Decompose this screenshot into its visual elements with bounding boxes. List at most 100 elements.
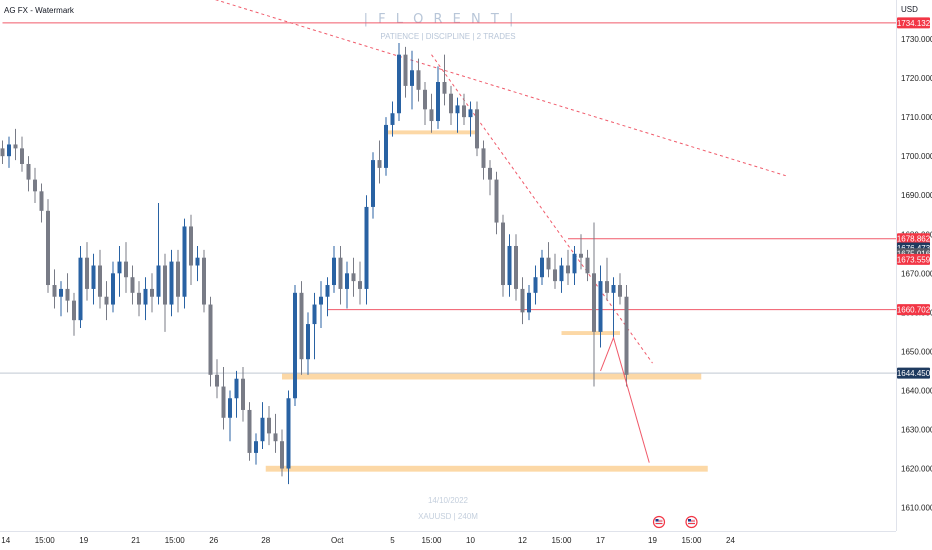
support-zone [282,373,702,380]
candle [397,42,401,122]
candle-body [566,265,570,274]
candle-body [202,257,206,305]
candle [156,203,161,305]
candle-body [78,257,83,321]
candle [26,156,31,192]
candle-body [514,245,518,289]
candle [468,101,473,137]
candle [572,245,577,286]
candle-body [163,265,167,305]
candle [312,292,317,360]
candle-body [20,148,24,164]
candle-body [156,265,161,297]
candle-body [371,160,375,207]
x-tick-label: 12 [518,536,527,545]
candle [410,50,414,110]
candle [533,265,538,305]
candle [403,46,408,98]
flag-icon [685,515,698,529]
candle [91,253,96,305]
candle-body [98,265,102,297]
candle [553,253,557,289]
candle-body [611,285,616,293]
candle [286,390,291,485]
candle [59,281,63,317]
candle-body [540,257,544,278]
candle-body [488,167,492,180]
candle [566,249,570,286]
price-tag-label: 1644.450 [897,369,931,378]
candle [72,292,76,336]
y-tick-label: 1610.000 [901,504,932,513]
candle [130,265,135,305]
price-tag-label: 1673.559 [897,255,931,264]
x-tick-label: 10 [466,536,475,545]
y-tick-label: 1690.000 [901,191,932,200]
candle [332,245,336,293]
candle-body [182,226,187,297]
candle-body [7,144,11,157]
candle [247,402,252,461]
y-tick-label: 1700.000 [901,152,932,161]
candle-body [377,160,382,168]
x-tick-label: 28 [261,536,270,545]
candle-body [546,257,551,270]
candle [169,249,174,317]
candle [117,245,122,297]
candle-body [228,398,232,418]
candle-body [416,70,421,90]
candle [52,269,57,309]
candle-body [65,288,70,301]
candle-body [195,257,200,266]
candle [111,261,115,313]
x-tick-label: Oct [331,536,344,545]
candle-body [462,105,466,118]
candle-body [208,304,213,375]
price-tag-bg [897,233,930,245]
watermark-title: | F L O R E N T | [364,12,517,27]
candle [137,281,141,317]
candle [390,101,395,137]
candle-body [579,253,583,258]
candle [494,171,499,235]
candle [98,249,102,309]
candle-body [455,105,460,114]
candle-body [494,179,499,223]
candle-body [403,54,408,86]
candle-body [501,222,505,286]
candle [273,413,278,453]
candle [221,367,226,430]
price-tag: 1660.702 [897,304,931,316]
candle [514,234,518,301]
candle [546,242,551,278]
candle [39,183,44,223]
candle-body [384,124,388,168]
candle [462,93,466,125]
candle [306,312,310,375]
candle-body [0,148,5,157]
candle [605,257,609,301]
price-tag-bg [897,367,930,379]
flag-icon-canton [655,519,659,522]
y-tick-label: 1710.000 [901,113,932,122]
candle-body [130,277,135,293]
event-icons [652,515,698,529]
candle-body [306,324,310,360]
candle [124,242,128,293]
candle-body [46,210,50,286]
candle [540,249,544,286]
candle-body [189,226,193,266]
candle [481,140,486,180]
x-tick-label: 24 [726,536,735,545]
candle [202,249,206,313]
candle [416,58,421,102]
candle [423,81,427,125]
support-zone [265,465,708,472]
candle [215,359,219,399]
price-tag-bg [897,304,930,316]
candle [13,128,18,161]
price-tag-label: 1660.702 [897,306,931,315]
candle [624,285,629,387]
